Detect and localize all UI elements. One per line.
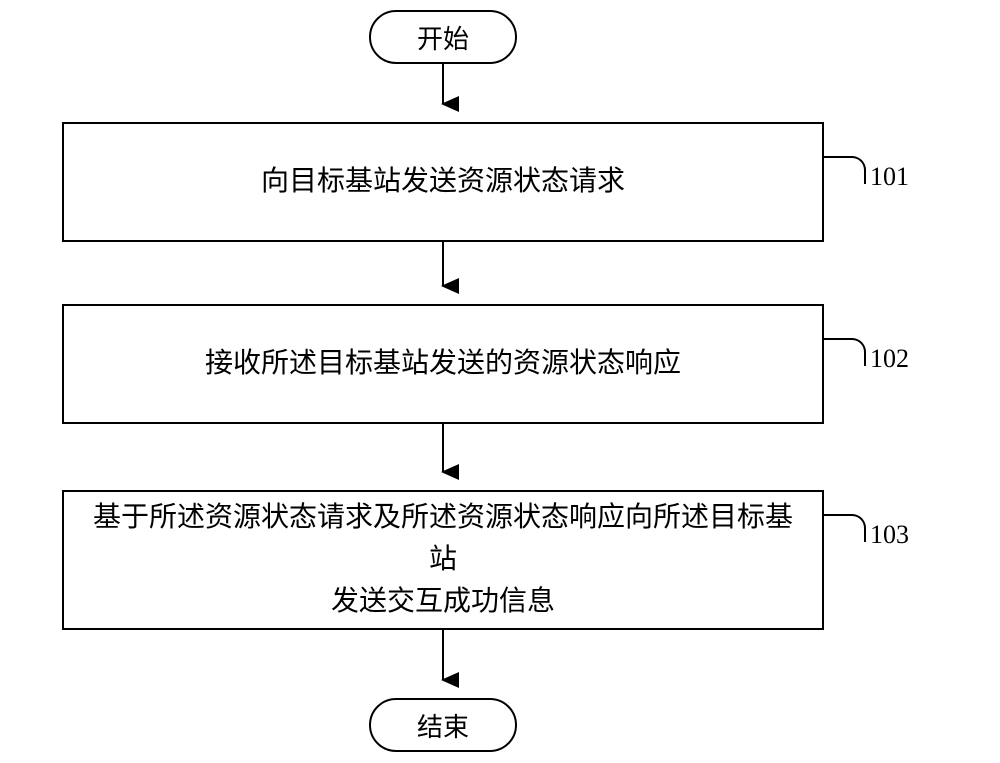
callout-102	[824, 338, 866, 366]
step-label-101: 101	[870, 162, 909, 192]
process-step-102: 接收所述目标基站发送的资源状态响应	[62, 304, 824, 424]
process-step-101-text: 向目标基站发送资源状态请求	[261, 161, 625, 203]
flowchart-canvas: 开始 向目标基站发送资源状态请求 101 接收所述目标基站发送的资源状态响应 1…	[0, 0, 1000, 763]
terminator-start: 开始	[369, 10, 517, 64]
terminator-end-label: 结束	[417, 707, 469, 744]
process-step-103-text: 基于所述资源状态请求及所述资源状态响应向所述目标基站 发送交互成功信息	[84, 497, 802, 623]
step-label-102: 102	[870, 344, 909, 374]
process-step-101: 向目标基站发送资源状态请求	[62, 122, 824, 242]
callout-101	[824, 156, 866, 184]
terminator-start-label: 开始	[417, 19, 469, 56]
terminator-end: 结束	[369, 698, 517, 752]
process-step-102-text: 接收所述目标基站发送的资源状态响应	[205, 343, 681, 385]
step-label-103: 103	[870, 520, 909, 550]
callout-103	[824, 514, 866, 542]
process-step-103: 基于所述资源状态请求及所述资源状态响应向所述目标基站 发送交互成功信息	[62, 490, 824, 630]
